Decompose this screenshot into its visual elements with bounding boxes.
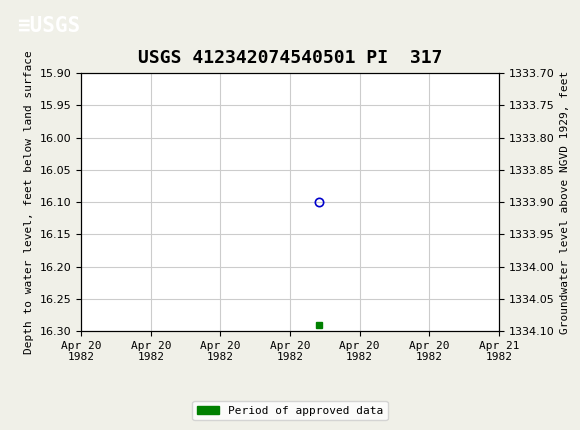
Text: ≡USGS: ≡USGS <box>17 16 81 36</box>
Y-axis label: Groundwater level above NGVD 1929, feet: Groundwater level above NGVD 1929, feet <box>560 71 570 334</box>
Text: USGS 412342074540501 PI  317: USGS 412342074540501 PI 317 <box>138 49 442 67</box>
Y-axis label: Depth to water level, feet below land surface: Depth to water level, feet below land su… <box>24 50 34 354</box>
Legend: Period of approved data: Period of approved data <box>193 401 387 420</box>
